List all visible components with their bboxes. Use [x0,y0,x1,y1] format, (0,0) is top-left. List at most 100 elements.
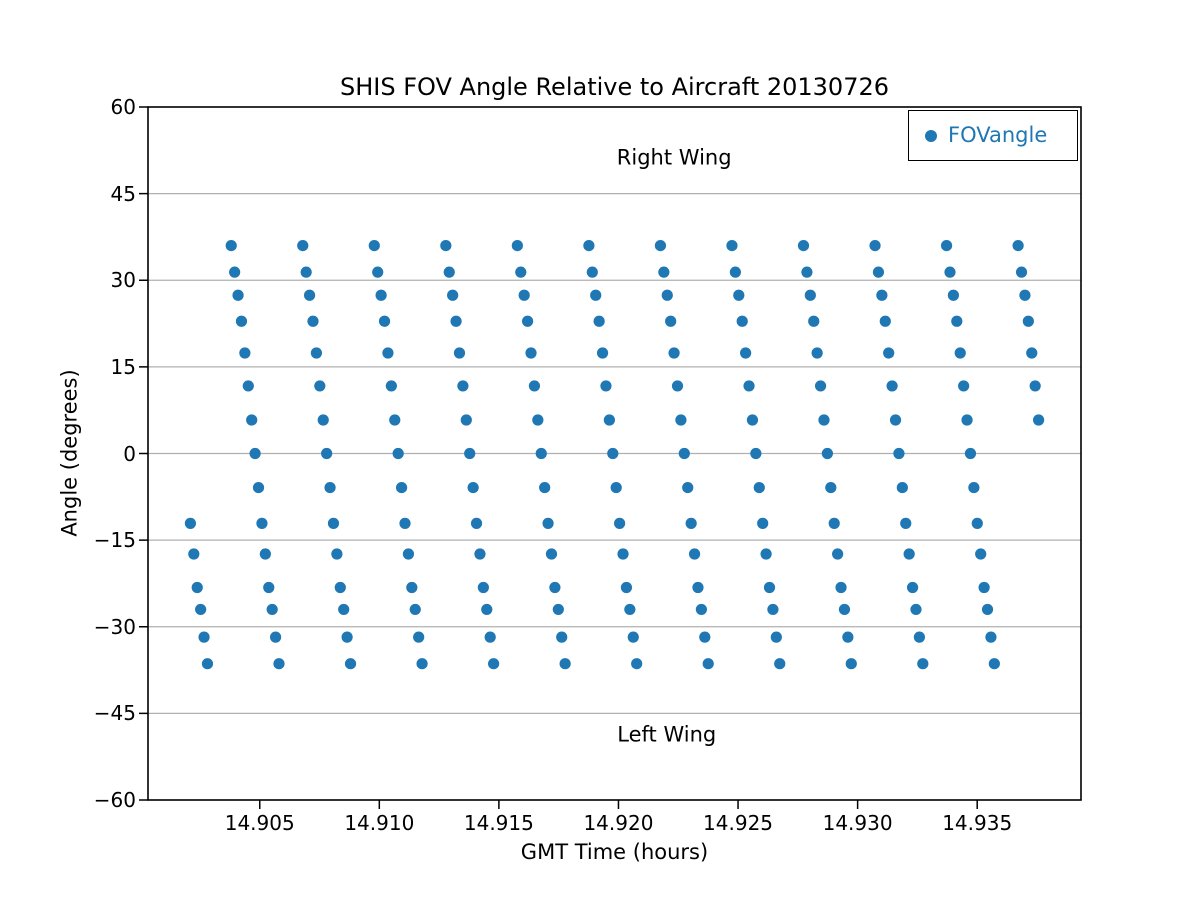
scatter-point [406,581,418,594]
scatter-point [440,240,452,252]
scatter-point [838,603,851,616]
scatter-point [603,414,615,426]
scatter-point [195,603,207,616]
scatter-point [801,266,813,278]
scatter-point [225,240,237,252]
scatter-point [668,347,680,359]
scatter-point [249,447,261,460]
scatter-point [702,658,714,670]
scatter-point [188,548,200,560]
scatter-point [740,347,752,359]
scatter-point [528,380,541,392]
scatter-point [464,447,476,460]
scatter-point [552,603,564,616]
scatter-point [757,517,769,529]
scatter-point [682,481,694,494]
scatter-point [975,548,987,560]
scatter-point [273,658,285,670]
scatter-point [307,315,319,327]
scatter-point [665,315,677,327]
scatter-point [600,380,612,392]
annotation-left-wing: Left Wing [617,722,717,747]
scatter-point [678,447,690,460]
scatter-point [372,266,384,278]
legend: FOVangle [908,110,1078,161]
scatter-point [368,240,380,252]
scatter-point [978,581,990,594]
scatter-point [808,315,820,327]
scatter-point [671,380,684,392]
scatter-point [760,548,772,560]
scatter-point [750,447,762,460]
scatter-point [331,548,343,560]
scatter-point [845,658,857,670]
scatter-point [917,658,929,670]
scatter-point [545,548,558,560]
scatter-point [825,481,837,494]
scatter-point [481,603,493,616]
scatter-point [906,581,919,594]
scatter-point [913,631,926,643]
x-axis-label: GMT Time (hours) [520,840,709,864]
scatter-point [488,658,500,670]
scatter-point [314,380,326,392]
scatter-point [586,266,598,278]
scatter-point [988,658,1000,670]
scatter-point [828,517,840,529]
scatter-point [617,548,629,560]
scatter-point [559,658,571,670]
scatter-point [198,631,210,643]
scatter-point [511,240,523,252]
scatter-point [1019,289,1031,301]
scatter-point [729,266,741,278]
y-tick-label: −30 [93,614,136,639]
scatter-point [518,289,530,301]
scatter-point [746,414,759,426]
scatter-point [872,266,885,278]
x-tick-label: 14.925 [703,811,774,835]
scatter-point [610,481,622,494]
scatter-point [593,315,605,327]
scatter-point [804,289,816,301]
scatter-point [477,581,489,594]
scatter-point [252,481,265,494]
scatter-point [402,548,415,560]
scatter-point [688,548,701,560]
scatter-point [389,414,401,426]
scatter-point [246,414,258,426]
scatter-point [1032,414,1045,426]
scatter-point [893,447,905,460]
scatter-point [767,603,779,616]
scatter-point [344,658,357,670]
scatter-point [201,658,214,670]
scatter-point [624,603,636,616]
scatter-point [484,631,496,643]
scatter-point [416,658,428,670]
scatter-point [876,289,888,301]
scatter-point [542,517,554,529]
scatter-point [470,517,483,529]
scatter-point [818,414,830,426]
scatter-point [259,548,271,560]
scatter-point [869,240,881,252]
scatter-point [797,240,810,252]
scatter-point [232,289,244,301]
scatter-point [607,447,619,460]
x-tick-label: 14.910 [344,811,415,835]
scatter-point [515,266,527,278]
y-tick-label: 30 [110,268,136,293]
scatter-point [889,414,902,426]
chart-title: SHIS FOV Angle Relative to Aircraft 2013… [339,73,890,101]
scatter-point [321,447,333,460]
scatter-point [338,603,350,616]
scatter-point [971,517,983,529]
scatter-point [535,447,547,460]
x-tick-label: 14.915 [463,811,534,835]
scatter-point [467,481,479,494]
scatter-point [297,240,309,252]
scatter-point [832,548,844,560]
scatter-point [903,548,915,560]
scatter-point [985,631,997,643]
